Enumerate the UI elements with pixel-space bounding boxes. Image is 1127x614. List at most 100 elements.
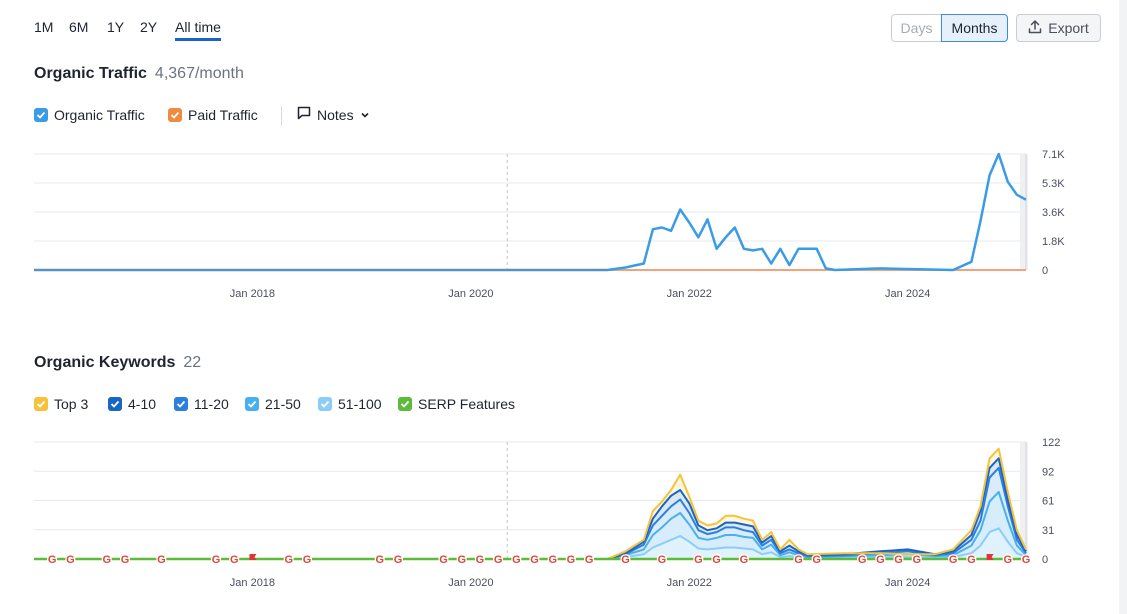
legend-label: 4-10 [128, 396, 157, 412]
checkbox-checked-icon [245, 397, 259, 411]
traffic-title: Organic Traffic 4,367/month [34, 65, 244, 83]
keywords-line-top-3 [607, 447, 1027, 560]
legend-11-20[interactable]: 11-20 [174, 396, 229, 412]
y-tick-label: 3.6K [1042, 207, 1065, 219]
google-serp-icon: G [121, 554, 130, 566]
range-tab-2y[interactable]: 2Y [140, 19, 158, 35]
legend-label: Paid Traffic [188, 107, 258, 123]
google-serp-icon: G [530, 554, 539, 566]
google-serp-icon: G [858, 554, 867, 566]
x-tick-label: Jan 2018 [230, 288, 275, 300]
y-tick-label: 31 [1042, 525, 1054, 537]
keywords-title: Organic Keywords 22 [34, 354, 201, 372]
export-icon [1028, 19, 1042, 37]
x-tick-label: Jan 2020 [448, 288, 493, 300]
y-tick-label: 1.8K [1042, 236, 1065, 248]
google-serp-icon: G [658, 554, 667, 566]
notes-dropdown[interactable]: Notes [297, 106, 370, 123]
google-serp-icon: G [949, 554, 958, 566]
keywords-title-text: Organic Keywords [34, 354, 176, 371]
legend-label: SERP Features [418, 396, 516, 412]
organic-traffic-line [34, 152, 1027, 272]
organic-traffic-chart: 0 1.8K 3.6K 5.3K 7.1K Jan 2018 Jan 2020 Jan 202… [34, 149, 1065, 300]
legend-serp-features[interactable]: SERP Features [398, 396, 515, 412]
notes-label: Notes [317, 106, 354, 123]
google-serp-icon: G [621, 554, 630, 566]
keywords-area-21-50 [607, 491, 1026, 559]
checkbox-checked-icon [34, 108, 48, 122]
export-button[interactable]: Export [1016, 14, 1101, 42]
y-tick-label: 92 [1042, 466, 1054, 478]
y-tick-label: 5.3K [1042, 178, 1065, 190]
google-serp-icon: G [794, 554, 803, 566]
checkbox-checked-icon [108, 397, 122, 411]
legend-organic-traffic[interactable]: Organic Traffic [34, 107, 145, 123]
x-tick-label: Jan 2022 [667, 288, 712, 300]
google-serp-icon: G [48, 554, 57, 566]
legend-top-3[interactable]: Top 3 [34, 396, 88, 412]
google-serp-icon: G [548, 554, 557, 566]
range-tab-all-time[interactable]: All time [175, 19, 221, 41]
notes-icon [297, 106, 311, 123]
google-serp-icon: G [285, 554, 294, 566]
keywords-line-21-50 [607, 490, 1027, 560]
google-serp-icon: G [1022, 554, 1031, 566]
google-serp-icon: G [303, 554, 312, 566]
google-serp-icon: G [494, 554, 503, 566]
google-serp-icon: G [585, 554, 594, 566]
flag-marker-icon [986, 554, 994, 563]
checkbox-checked-icon [174, 397, 188, 411]
google-serp-icon: G [476, 554, 485, 566]
google-serp-icon: G [103, 554, 112, 566]
traffic-title-text: Organic Traffic [34, 65, 147, 82]
y-tick-label: 0 [1042, 554, 1048, 566]
organic-keywords-chart: 0 31 61 92 122 Jan 2018 Jan 2020 Jan 2022 Jan 20… [34, 437, 1060, 589]
google-serp-icon: G [1004, 554, 1013, 566]
range-tab-1y[interactable]: 1Y [107, 19, 125, 35]
range-tab-1m[interactable]: 1M [34, 19, 54, 35]
x-tick-label: Jan 2018 [230, 577, 275, 589]
y-tick-label: 122 [1042, 437, 1060, 449]
google-serp-icon: G [913, 554, 922, 566]
legend-label: Organic Traffic [54, 107, 145, 123]
legend-4-10[interactable]: 4-10 [108, 396, 156, 412]
legend-label: 21-50 [265, 396, 301, 412]
days-toggle[interactable]: Days [891, 14, 942, 42]
google-serp-icon: G [567, 554, 576, 566]
legend-label: 11-20 [194, 396, 229, 412]
legend-divider [281, 106, 282, 126]
months-toggle[interactable]: Months [941, 14, 1008, 42]
checkbox-checked-icon [398, 397, 412, 411]
range-tab-6m[interactable]: 6M [69, 19, 89, 35]
keywords-line-51-100 [607, 527, 1027, 560]
y-tick-label: 0 [1042, 265, 1048, 277]
legend-51-100[interactable]: 51-100 [318, 396, 382, 412]
scrollbar[interactable] [1119, 0, 1127, 614]
current-period-band [1020, 442, 1028, 559]
checkbox-checked-icon [34, 397, 48, 411]
google-serp-icon: G [394, 554, 403, 566]
x-tick-label: Jan 2024 [885, 288, 930, 300]
y-tick-label: 7.1K [1042, 149, 1065, 161]
current-period-band [1020, 154, 1028, 270]
google-serp-icon: G [212, 554, 221, 566]
legend-21-50[interactable]: 21-50 [245, 396, 301, 412]
google-serp-icon: G [967, 554, 976, 566]
google-serp-icon: G [812, 554, 821, 566]
google-serp-icon: G [894, 554, 903, 566]
google-serp-icon: G [457, 554, 466, 566]
checkbox-checked-icon [168, 108, 182, 122]
y-tick-label: 61 [1042, 496, 1054, 508]
google-serp-icon: G [694, 554, 703, 566]
traffic-subtitle: 4,367/month [154, 65, 244, 82]
google-serp-icon: G [740, 554, 749, 566]
google-serp-icon: G [712, 554, 721, 566]
google-serp-icon: G [66, 554, 75, 566]
checkbox-checked-icon [318, 397, 332, 411]
keywords-line-4-10 [607, 457, 1027, 560]
google-serp-icon: G [876, 554, 885, 566]
google-serp-icon: G [157, 554, 166, 566]
google-serp-icon: G [376, 554, 385, 566]
google-serp-icon: G [512, 554, 521, 566]
legend-paid-traffic[interactable]: Paid Traffic [168, 107, 258, 123]
